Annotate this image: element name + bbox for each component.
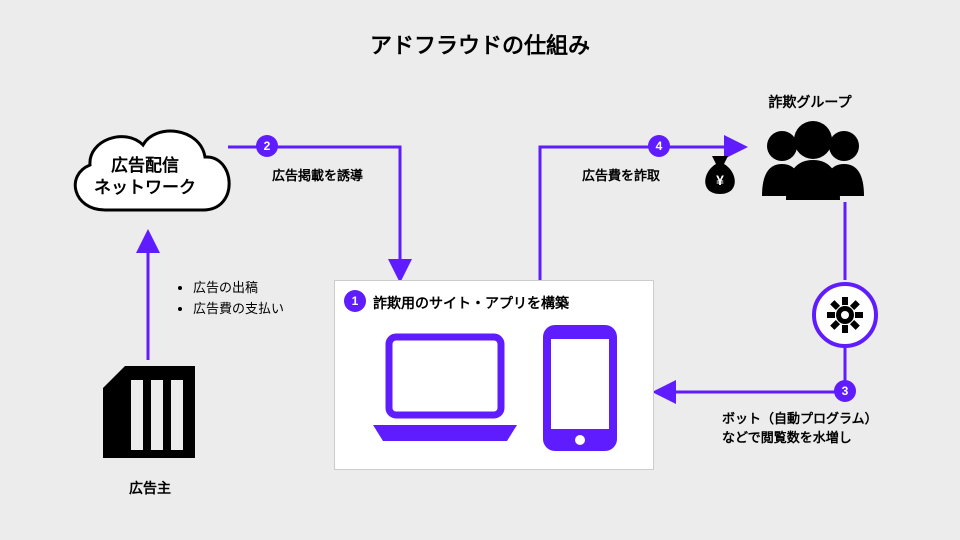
badge-3: 3 (834, 380, 856, 402)
cloud-label-line2: ネットワーク (94, 178, 196, 197)
fraud-site-box: 詐欺用のサイト・アプリを構築 (334, 280, 654, 470)
fraud-site-title: 詐欺用のサイト・アプリを構築 (373, 293, 569, 313)
laptop-icon (365, 329, 525, 449)
phone-icon (535, 321, 625, 456)
edge-3-label-l1: ボット（自動プログラム） (722, 411, 878, 426)
fraud-group-label: 詐欺グループ (745, 92, 875, 112)
group-icon (748, 112, 878, 202)
gear-icon (826, 296, 864, 334)
advertiser-label: 広告主 (100, 478, 200, 498)
yen-symbol: ¥ (716, 172, 724, 188)
bullet-2: 広告費の支払い (193, 299, 284, 320)
bot-node (812, 282, 878, 348)
badge-4: 4 (648, 135, 670, 157)
badge-2: 2 (256, 135, 278, 157)
cloud-label: 広告配信 ネットワーク (70, 155, 220, 199)
edge-2-label: 広告掲載を誘導 (272, 165, 363, 184)
edge-3-label-l2: などで閲覧数を水増し (722, 430, 852, 445)
badge-1: 1 (344, 290, 366, 312)
bullet-1: 広告の出稿 (193, 278, 284, 299)
edge-3-label: ボット（自動プログラム） などで閲覧数を水増し (722, 410, 878, 448)
building-icon (95, 358, 205, 468)
cloud-label-line1: 広告配信 (111, 156, 179, 175)
diagram-title: アドフラウドの仕組み (0, 28, 960, 60)
edge-4-label: 広告費を詐取 (582, 165, 660, 184)
money-bag-icon: ¥ (698, 150, 742, 198)
advertiser-bullets: 広告の出稿 広告費の支払い (175, 278, 284, 320)
